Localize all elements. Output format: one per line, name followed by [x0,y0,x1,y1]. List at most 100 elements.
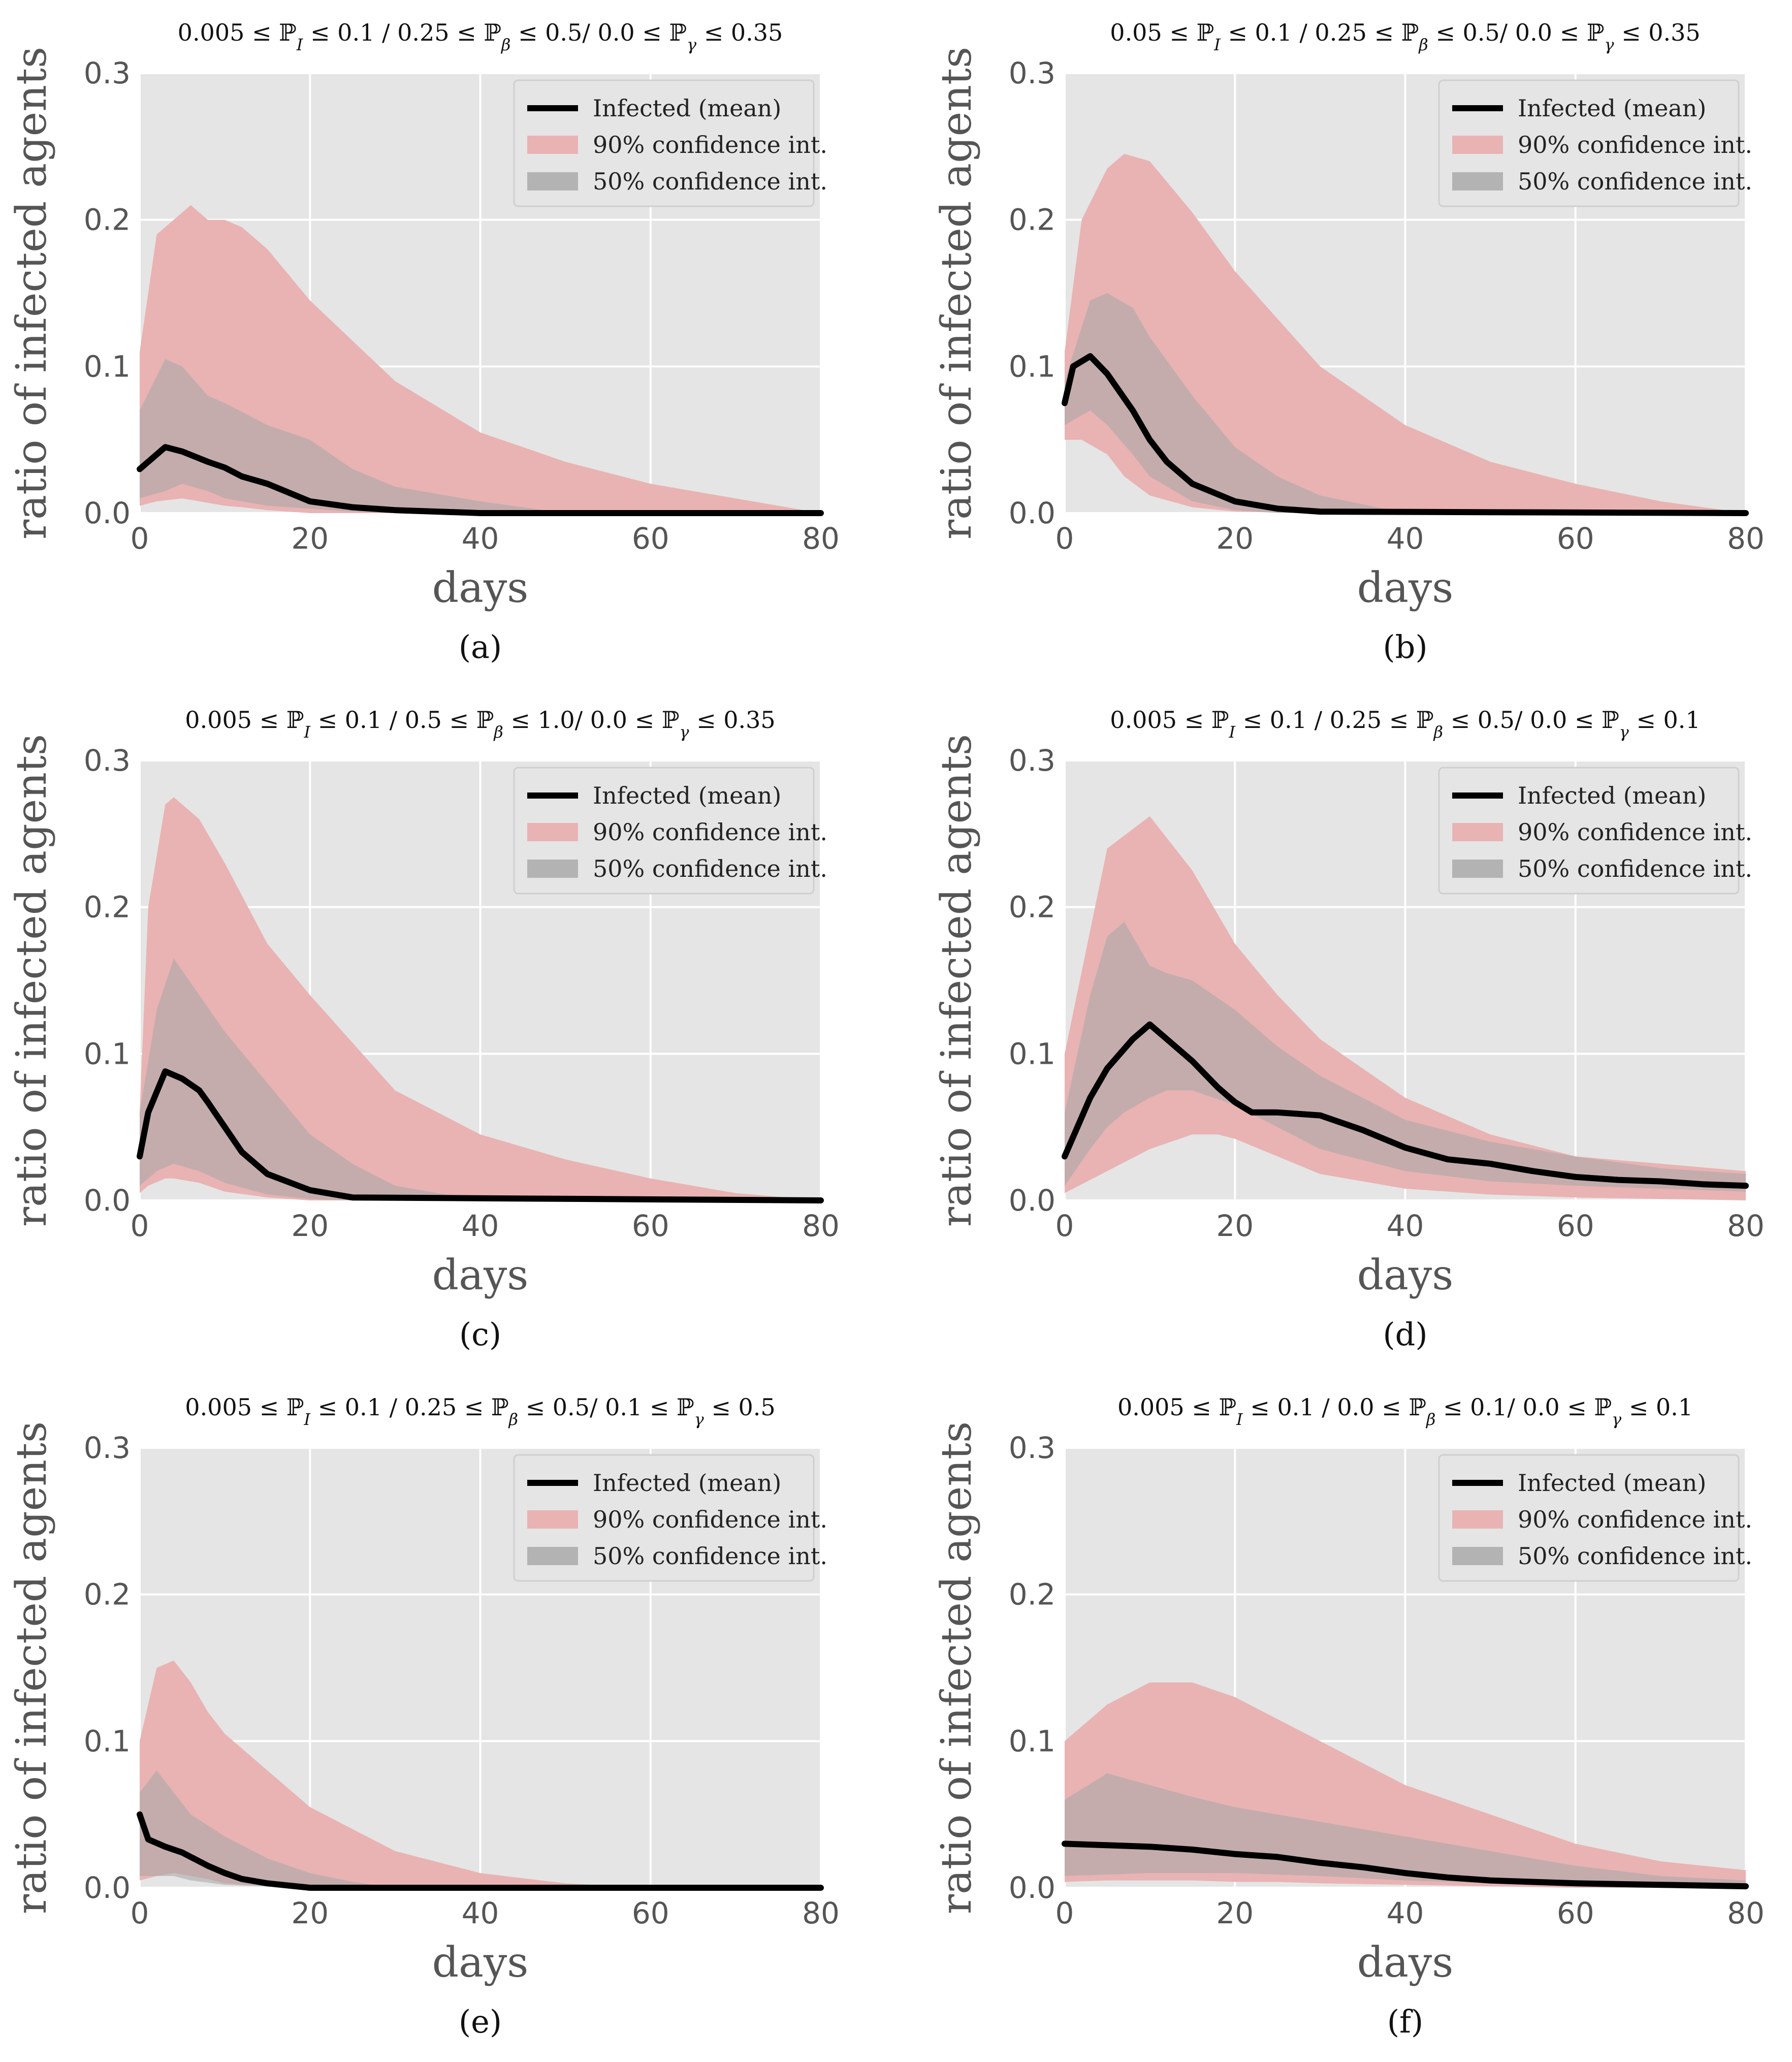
y-tick-label: 0.0 [84,496,131,530]
x-tick-label: 20 [291,521,329,556]
x-tick-label: 20 [291,1209,329,1243]
x-tick-label: 80 [1727,1896,1765,1930]
legend-label: 50% confidence int. [593,1542,827,1570]
x-tick-label: 0 [131,521,149,556]
ci50-band [1065,293,1746,513]
legend-label: 50% confidence int. [593,855,827,882]
chart-title: 0.005 ≤ ℙI ≤ 0.1 / 0.0 ≤ ℙβ ≤ 0.1/ 0.0 ≤… [1117,1393,1693,1429]
legend-ci50-swatch [527,172,578,191]
legend: Infected (mean) 90% confidence int. 50% co… [1438,767,1752,895]
mean-line [1062,1841,1749,1890]
x-tick-label: 40 [462,1896,499,1930]
x-axis-label: days [1357,564,1454,612]
y-tick-label: 0.2 [84,890,131,925]
ci90-band [140,797,821,1200]
legend: Infected (mean) 90% confidence int. 50% co… [1438,79,1752,207]
legend-ci90-swatch [527,136,578,154]
mean-line [137,1811,824,1891]
x-tick-label: 40 [1387,521,1424,556]
x-axis-label: days [1357,1939,1454,1987]
legend: Infected (mean) 90% confidence int. 50% co… [513,79,827,207]
legend: Infected (mean) 90% confidence int. 50% co… [513,767,827,895]
legend-label: 50% confidence int. [1518,168,1752,195]
x-tick-label: 60 [1557,1896,1594,1930]
y-axis-label: ratio of infected agents [8,1421,56,1914]
x-axis-label: days [432,1939,529,1987]
legend-box [1438,79,1740,207]
x-tick-label: 60 [632,521,669,556]
y-tick-label: 0.1 [1009,349,1055,384]
x-tick-label: 80 [802,1896,840,1930]
y-tick-label: 0.3 [1009,743,1055,778]
legend-label: Infected (mean) [1518,782,1706,809]
legend-ci90-swatch [527,823,578,841]
y-axis-label: ratio of infected agents [933,47,981,540]
chart-title: 0.005 ≤ ℙI ≤ 0.1 / 0.5 ≤ ℙβ ≤ 1.0/ 0.0 ≤… [185,706,775,742]
x-tick-label: 0 [1055,521,1074,556]
legend-label: Infected (mean) [593,94,781,122]
legend-box [513,767,815,895]
y-tick-label: 0.3 [1009,1431,1055,1465]
y-tick-label: 0.2 [1009,890,1055,925]
legend: Infected (mean) 90% confidence int. 50% co… [1438,1454,1752,1582]
x-axis-label: days [432,564,529,612]
x-tick-label: 40 [462,521,499,556]
chart-title: 0.05 ≤ ℙI ≤ 0.1 / 0.25 ≤ ℙβ ≤ 0.5/ 0.0 ≤… [1110,19,1700,54]
y-tick-label: 0.1 [84,1036,131,1071]
y-tick-label: 0.0 [1009,1183,1055,1218]
legend-ci90-swatch [1452,1510,1503,1529]
legend-label: 90% confidence int. [1518,131,1752,158]
legend-label: 50% confidence int. [1518,855,1752,882]
panel-b: 0 20 40 60 80 0.0 0.1 0.2 0.3 days ratio of infect… [933,19,1765,665]
ci50-band [140,359,821,513]
y-tick-label: 0.2 [1009,1577,1055,1612]
panel-caption: (e) [459,2003,502,2040]
x-tick-label: 0 [1055,1209,1074,1243]
ci90-band [1065,153,1746,513]
legend-label: 90% confidence int. [1518,1506,1752,1533]
legend-label: 90% confidence int. [593,131,827,158]
panel-caption: (c) [459,1316,501,1353]
legend-ci50-swatch [1452,1547,1503,1565]
x-tick-label: 80 [1727,521,1765,556]
mean-line [137,1068,824,1203]
chart-title: 0.005 ≤ ℙI ≤ 0.1 / 0.25 ≤ ℙβ ≤ 0.5/ 0.0 … [1110,706,1700,742]
y-tick-label: 0.2 [84,203,131,237]
legend-label: Infected (mean) [593,782,781,809]
legend: Infected (mean) 90% confidence int. 50% co… [513,1454,827,1582]
y-tick-label: 0.0 [1009,496,1055,530]
y-axis-label: ratio of infected agents [933,734,981,1227]
panel-c: 0 20 40 60 80 0.0 0.1 0.2 0.3 days ratio of infect… [8,706,840,1353]
x-tick-label: 80 [802,1209,840,1243]
y-tick-label: 0.2 [84,1577,131,1612]
legend-box [1438,1454,1740,1582]
panel-caption: (b) [1383,628,1427,665]
y-tick-label: 0.1 [1009,1724,1055,1758]
x-tick-label: 0 [1055,1896,1074,1930]
x-tick-label: 80 [1727,1209,1765,1243]
mean-line [1062,1021,1749,1189]
panel-caption: (a) [459,628,502,665]
legend-ci90-swatch [1452,823,1503,841]
chart-title: 0.005 ≤ ℙI ≤ 0.1 / 0.25 ≤ ℙβ ≤ 0.5/ 0.1 … [185,1393,775,1429]
x-tick-label: 40 [462,1209,499,1243]
legend-label: Infected (mean) [1518,1469,1706,1497]
x-tick-label: 80 [802,521,840,556]
legend-label: Infected (mean) [593,1469,781,1497]
mean-line [1062,353,1749,516]
legend-ci50-swatch [527,860,578,878]
legend-label: Infected (mean) [1518,94,1706,122]
y-tick-label: 0.2 [1009,203,1055,237]
x-tick-label: 60 [632,1209,669,1243]
y-tick-label: 0.0 [84,1183,131,1218]
x-tick-label: 40 [1387,1209,1424,1243]
x-tick-label: 20 [1216,1896,1254,1930]
ci50-band [140,958,821,1200]
panel-a: 0 20 40 60 80 0.0 0.1 0.2 0.3 days ratio of infect… [8,19,840,665]
ci50-band [1065,922,1746,1192]
x-tick-label: 60 [1557,1209,1594,1243]
legend-box [1438,767,1740,895]
legend-ci50-swatch [1452,860,1503,878]
x-tick-label: 20 [1216,1209,1254,1243]
